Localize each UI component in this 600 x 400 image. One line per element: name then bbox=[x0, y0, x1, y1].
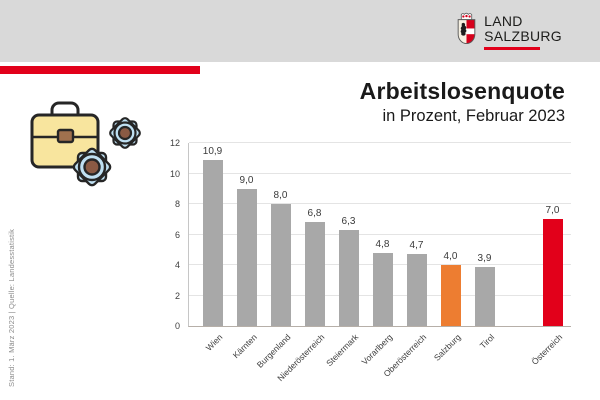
y-tick-12: 12 bbox=[169, 138, 180, 148]
chart-title: Arbeitslosenquote bbox=[359, 78, 565, 104]
value-label-kärnten: 9,0 bbox=[239, 174, 254, 186]
gridline-8 bbox=[189, 203, 571, 204]
bar-wien bbox=[202, 159, 223, 326]
chart-subtitle: in Prozent, Februar 2023 bbox=[382, 107, 565, 125]
bar-oberösterreich bbox=[406, 254, 427, 326]
logo-text: LAND SALZBURG bbox=[484, 11, 562, 50]
x-tick-steiermark: Steiermark bbox=[324, 332, 361, 369]
value-label-salzburg: 4,0 bbox=[443, 251, 458, 262]
y-tick-8: 8 bbox=[174, 199, 180, 209]
y-tick-2: 2 bbox=[174, 290, 180, 301]
gridline-6 bbox=[189, 233, 571, 235]
y-tick-10: 10 bbox=[169, 168, 180, 179]
logo-line-salzburg: SALZBURG bbox=[484, 27, 562, 44]
header-red-stripe bbox=[0, 66, 200, 74]
value-label-steiermark: 6,3 bbox=[341, 215, 356, 227]
gear-large-icon bbox=[72, 147, 112, 187]
x-tick-salzburg: Salzburg bbox=[431, 332, 463, 363]
logo-red-underline bbox=[484, 47, 541, 50]
value-label-österreich: 7,0 bbox=[545, 205, 560, 217]
value-label-vorarlberg: 4,8 bbox=[375, 238, 390, 250]
x-tick-kärnten: Kärnten bbox=[230, 332, 259, 361]
gridline-10 bbox=[189, 172, 571, 174]
header-band: LAND SALZBURG bbox=[0, 0, 600, 62]
bar-niederösterreich bbox=[304, 222, 325, 326]
value-label-burgenland: 8,0 bbox=[273, 190, 288, 201]
land-salzburg-logo: LAND SALZBURG bbox=[454, 11, 562, 50]
bar-vorarlberg bbox=[372, 252, 393, 326]
x-tick-österreich: Österreich bbox=[529, 332, 565, 367]
y-axis-labels: 0 2 4 6 8 10 12 bbox=[158, 138, 184, 331]
x-tick-vorarlberg: Vorarlberg bbox=[359, 332, 395, 367]
value-label-oberösterreich: 4,7 bbox=[409, 240, 424, 252]
value-label-niederösterreich: 6,8 bbox=[307, 208, 322, 220]
source-note: Stand: 1. März 2023 | Quelle: Landesstat… bbox=[7, 228, 16, 387]
bar-burgenland bbox=[270, 204, 291, 326]
salzburg-coat-of-arms-icon bbox=[457, 12, 476, 45]
y-tick-6: 6 bbox=[174, 229, 180, 240]
bar-salzburg bbox=[440, 265, 461, 326]
bar-österreich bbox=[542, 219, 563, 326]
bar-steiermark bbox=[338, 229, 359, 326]
title-block: Arbeitslosenquote in Prozent, Februar 20… bbox=[360, 78, 565, 126]
plot-area: 10,9 9,0 8,0 6,8 6,3 4,8 4,7 4,0 3,9 7,0 bbox=[188, 142, 571, 327]
bar-kärnten bbox=[236, 188, 257, 326]
x-tick-tirol: Tirol bbox=[478, 332, 497, 351]
briefcase-with-gears-icon bbox=[30, 101, 141, 187]
logo-line-land: LAND bbox=[484, 13, 523, 29]
value-label-wien: 10,9 bbox=[202, 145, 223, 157]
value-label-tirol: 3,9 bbox=[477, 252, 492, 264]
bar-tirol bbox=[474, 266, 495, 326]
x-axis-labels: Wien Kärnten Burgenland Niederösterreich Ste… bbox=[188, 327, 570, 397]
gridline-12 bbox=[189, 142, 571, 143]
x-tick-wien: Wien bbox=[203, 332, 225, 353]
gear-small-icon bbox=[109, 117, 141, 149]
y-tick-4: 4 bbox=[174, 260, 180, 270]
y-tick-0: 0 bbox=[174, 321, 180, 331]
